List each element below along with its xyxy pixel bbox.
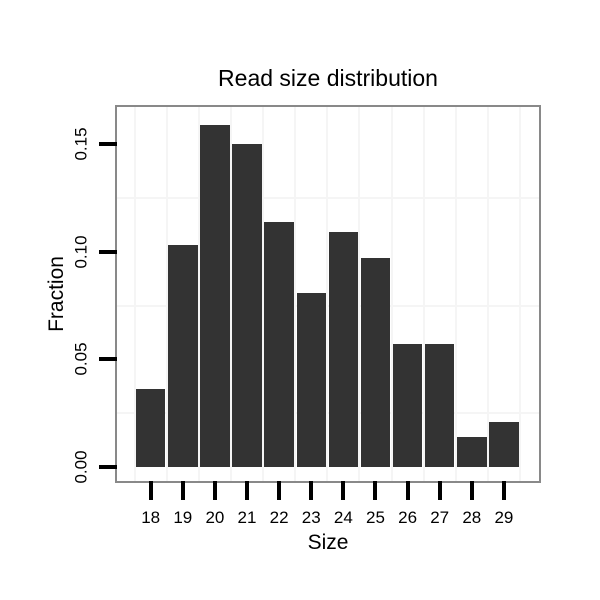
x-axis-tick-label: 21: [237, 508, 257, 527]
vertical-gridline: [390, 107, 393, 481]
x-axis-tick-label: 22: [269, 508, 289, 527]
x-axis-tick-label: 24: [333, 508, 353, 527]
x-axis-tick-label: 18: [141, 508, 161, 527]
x-axis-tick: [309, 481, 314, 500]
x-axis-tick: [277, 481, 282, 500]
y-tick-text: 0.15: [72, 127, 91, 161]
y-axis-tick: [99, 142, 117, 147]
vertical-gridline: [326, 107, 329, 481]
y-axis-tick: [99, 464, 117, 469]
x-axis-label: Size: [307, 531, 349, 554]
bar-size-27: [424, 344, 455, 467]
y-tick-text: 0.05: [72, 342, 91, 376]
plot-panel: [115, 105, 541, 483]
horizontal-gridline: [117, 304, 539, 307]
vertical-gridline: [358, 107, 361, 481]
vertical-gridline: [518, 107, 521, 481]
y-axis-tick: [99, 357, 117, 362]
vertical-gridline: [486, 107, 489, 481]
bar-size-28: [457, 436, 487, 467]
vertical-gridline: [454, 107, 457, 481]
x-axis-tick: [212, 481, 217, 500]
vertical-gridline: [165, 107, 168, 481]
bar-size-29: [489, 421, 519, 467]
x-axis-tick: [245, 481, 250, 500]
y-axis-label-text: Fraction: [45, 256, 69, 332]
bar-size-19: [168, 245, 198, 467]
x-axis-tick: [148, 481, 153, 500]
bar-size-24: [328, 232, 359, 467]
x-axis-tick: [341, 481, 346, 500]
x-axis-tick: [373, 481, 378, 500]
vertical-gridline: [262, 107, 265, 481]
x-axis-tick: [437, 481, 442, 500]
bar-size-22: [264, 221, 294, 467]
bar-size-18: [135, 389, 166, 467]
horizontal-gridline: [117, 411, 539, 414]
vertical-gridline: [229, 107, 232, 481]
x-axis-tick: [405, 481, 410, 500]
y-axis-tick-label: 0.15: [71, 112, 93, 176]
y-axis-tick-label: 0.00: [71, 435, 93, 499]
y-axis-tick: [99, 249, 117, 254]
vertical-gridline: [422, 107, 425, 481]
x-axis-tick-label: 23: [301, 508, 321, 527]
x-axis-tick: [180, 481, 185, 500]
bar-size-25: [360, 258, 391, 467]
x-axis-tick: [469, 481, 474, 500]
y-tick-text: 0.00: [72, 450, 91, 484]
vertical-gridline: [294, 107, 297, 481]
x-axis-tick-label: 27: [430, 508, 450, 527]
bar-size-23: [296, 292, 326, 467]
x-axis-tick-label: 29: [494, 508, 514, 527]
x-axis-tick-label: 19: [173, 508, 193, 527]
y-tick-text: 0.10: [72, 235, 91, 269]
vertical-gridline: [197, 107, 200, 481]
x-axis-tick-label: 25: [366, 508, 385, 527]
x-axis-tick-label: 26: [398, 508, 418, 527]
y-axis-tick-label: 0.05: [71, 327, 93, 391]
vertical-gridline: [133, 107, 136, 481]
x-axis-tick-label: 20: [205, 508, 225, 527]
x-axis-tick: [501, 481, 506, 500]
x-axis-tick-label: 28: [462, 508, 482, 527]
bar-size-21: [232, 144, 262, 467]
chart-title: Read size distribution: [218, 65, 438, 91]
y-axis-tick-label: 0.10: [71, 220, 93, 284]
horizontal-gridline: [117, 197, 539, 200]
bar-size-20: [200, 124, 230, 467]
bar-size-26: [392, 344, 423, 467]
